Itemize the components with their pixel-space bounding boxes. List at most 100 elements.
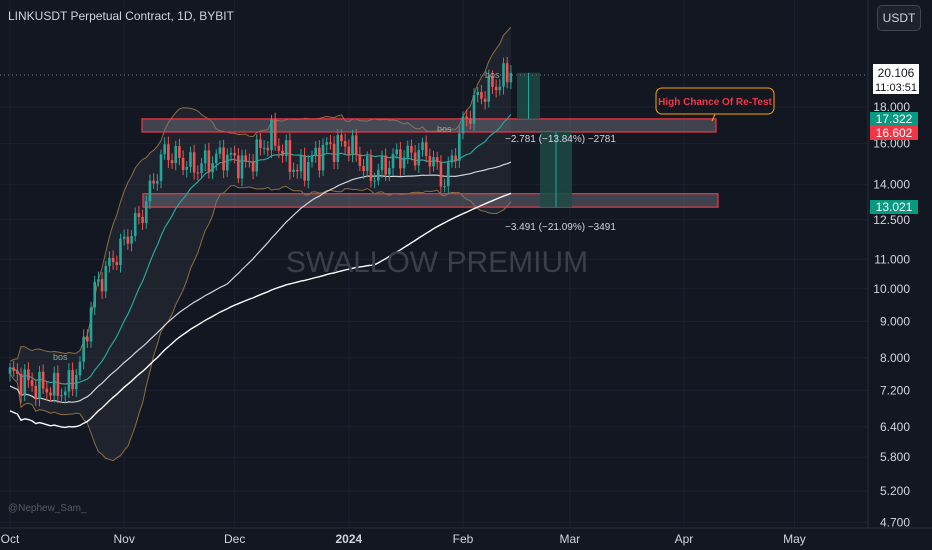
candle-body: [130, 236, 133, 244]
candle-body: [163, 144, 166, 155]
candle-body: [266, 147, 270, 151]
candle-body: [410, 145, 413, 153]
time-tick-label: 2024: [335, 532, 362, 546]
candle-body: [399, 149, 402, 169]
last-price-badge: [873, 64, 919, 94]
candle-body: [454, 155, 457, 161]
watermark: SWALLOW PREMIUM: [286, 246, 588, 279]
candle-body: [156, 181, 159, 184]
candle-body: [104, 266, 108, 292]
candle-body: [402, 157, 406, 169]
candle-body: [12, 367, 15, 371]
time-axis[interactable]: Oct Nov Dec 2024 Feb Mar Apr May: [1, 532, 806, 546]
candle-body: [483, 98, 487, 102]
candle-body: [82, 336, 85, 362]
candle-body: [369, 156, 373, 181]
candle-body: [34, 385, 38, 399]
candle-body: [318, 147, 321, 171]
candle-body: [185, 166, 189, 170]
candle-body: [472, 94, 476, 124]
candle-body: [262, 147, 266, 149]
candle-body: [119, 238, 122, 266]
candle-body: [178, 146, 181, 158]
candle-body: [395, 149, 399, 155]
measure-boxes: [517, 72, 572, 208]
green-level-2-value: 13.021: [876, 200, 913, 214]
candle-body: [93, 281, 97, 308]
candle-body: [181, 157, 185, 170]
candle-body: [23, 369, 27, 396]
time-tick-label: Feb: [453, 532, 474, 546]
candle-body: [314, 147, 317, 156]
candle-body: [480, 91, 483, 99]
zones-layer: [141, 118, 719, 208]
candle-body: [141, 216, 144, 223]
candle-body: [432, 157, 435, 167]
currency-button[interactable]: USDT: [877, 5, 921, 31]
candle-body: [277, 145, 281, 151]
candle-body: [469, 118, 472, 124]
candle-body: [237, 155, 240, 179]
ma-mid-line: [9, 161, 512, 404]
zone-box: [142, 193, 719, 208]
moving-averages: [9, 114, 512, 429]
candle-body: [133, 213, 137, 237]
price-tick-label: 9.000: [880, 314, 910, 328]
candle-body: [240, 155, 244, 179]
candle-body: [498, 86, 502, 91]
candle-body: [435, 157, 439, 163]
measure-label-1: −2.781 (−13.84%) −2781: [505, 134, 616, 145]
candle-body: [203, 150, 207, 164]
bos-label-2: bos: [437, 124, 452, 134]
candle-body: [491, 75, 494, 87]
candlesticks: [8, 57, 513, 407]
time-tick-label: Nov: [113, 532, 134, 546]
candle-body: [329, 142, 332, 144]
price-badges: 20.106 11:03:51 17.322 16.602 13.021: [870, 64, 919, 214]
candle-body: [413, 152, 417, 166]
green-level-2-badge: [870, 200, 918, 214]
candle-body: [60, 395, 63, 397]
candle-body: [251, 161, 255, 172]
countdown-value: 11:03:51: [875, 82, 917, 94]
candle-body: [299, 155, 303, 172]
candle-body: [67, 370, 71, 392]
red-level-value: 16.602: [876, 126, 913, 140]
candle-body: [388, 168, 391, 175]
candle-body: [292, 169, 295, 172]
price-axis[interactable]: 4.700 5.200 5.800 6.400 7.200 8.000 9.000 10.00…: [873, 100, 910, 529]
candle-body: [78, 361, 82, 376]
price-tick-label: 11.000: [874, 252, 910, 266]
time-tick-label: Dec: [224, 532, 245, 546]
candle-body: [476, 91, 480, 95]
candle-body: [365, 156, 369, 172]
candle-body: [421, 142, 424, 150]
candle-body: [380, 155, 384, 171]
candle-body: [71, 370, 74, 390]
candle-body: [384, 155, 387, 175]
candle-body: [310, 155, 314, 163]
candle-body: [111, 257, 115, 263]
candle-body: [218, 147, 222, 154]
candle-body: [376, 170, 380, 181]
price-tick-label: 18.000: [873, 100, 910, 114]
time-tick-label: Apr: [675, 532, 694, 546]
candle-body: [189, 152, 192, 167]
candle-body: [281, 150, 284, 156]
candle-body: [45, 388, 49, 393]
callout-box[interactable]: High Chance Of Re-Test: [655, 87, 775, 115]
price-tick-label: 7.200: [880, 383, 910, 397]
ma-fast-line: [9, 114, 512, 385]
candle-body: [126, 236, 130, 244]
candle-body: [288, 140, 292, 172]
candle-body: [340, 135, 343, 142]
candle-body: [89, 307, 93, 342]
candle-body: [122, 236, 126, 239]
candle-body: [494, 86, 498, 91]
candle-body: [332, 143, 336, 162]
symbol-title: LINKUSDT Perpetual Contract, 1D, BYBIT: [8, 9, 234, 23]
candle-body: [74, 375, 78, 390]
bollinger-bands: [9, 26, 512, 462]
candle-body: [284, 140, 288, 156]
